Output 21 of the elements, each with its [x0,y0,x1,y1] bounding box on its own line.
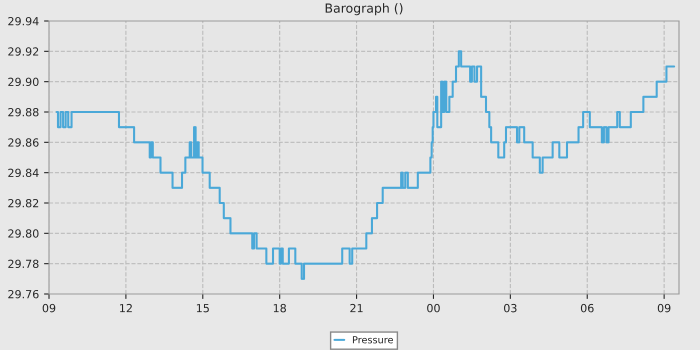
x-tick-label: 06 [580,304,594,312]
y-tick-label: 29.78 [8,260,39,268]
y-tick-label: 29.92 [8,47,38,56]
x-tick-label: 09 [42,304,56,312]
y-tick-label: 29.82 [8,198,38,208]
x-tick-label: 00 [427,304,440,312]
y-tick-label: 29.80 [8,229,39,238]
x-tick-label: 09 [658,304,670,312]
x-tick-label: 18 [274,304,286,312]
y-tick-label: 29.94 [8,16,39,26]
y-tick-label: 29.76 [8,290,39,298]
x-tick-label: 12 [120,304,132,312]
y-tick-label: 29.84 [8,168,39,178]
x-tick-label: 03 [504,304,517,312]
y-tick-label: 29.88 [8,108,39,116]
x-tick-label: 21 [350,304,363,312]
y-tick-label: 29.90 [8,78,39,86]
x-tick-label: 15 [196,304,209,312]
chart-title: Barograph () [326,3,402,16]
y-tick-label: 29.86 [8,138,39,147]
legend-label: Pressure [352,336,393,344]
